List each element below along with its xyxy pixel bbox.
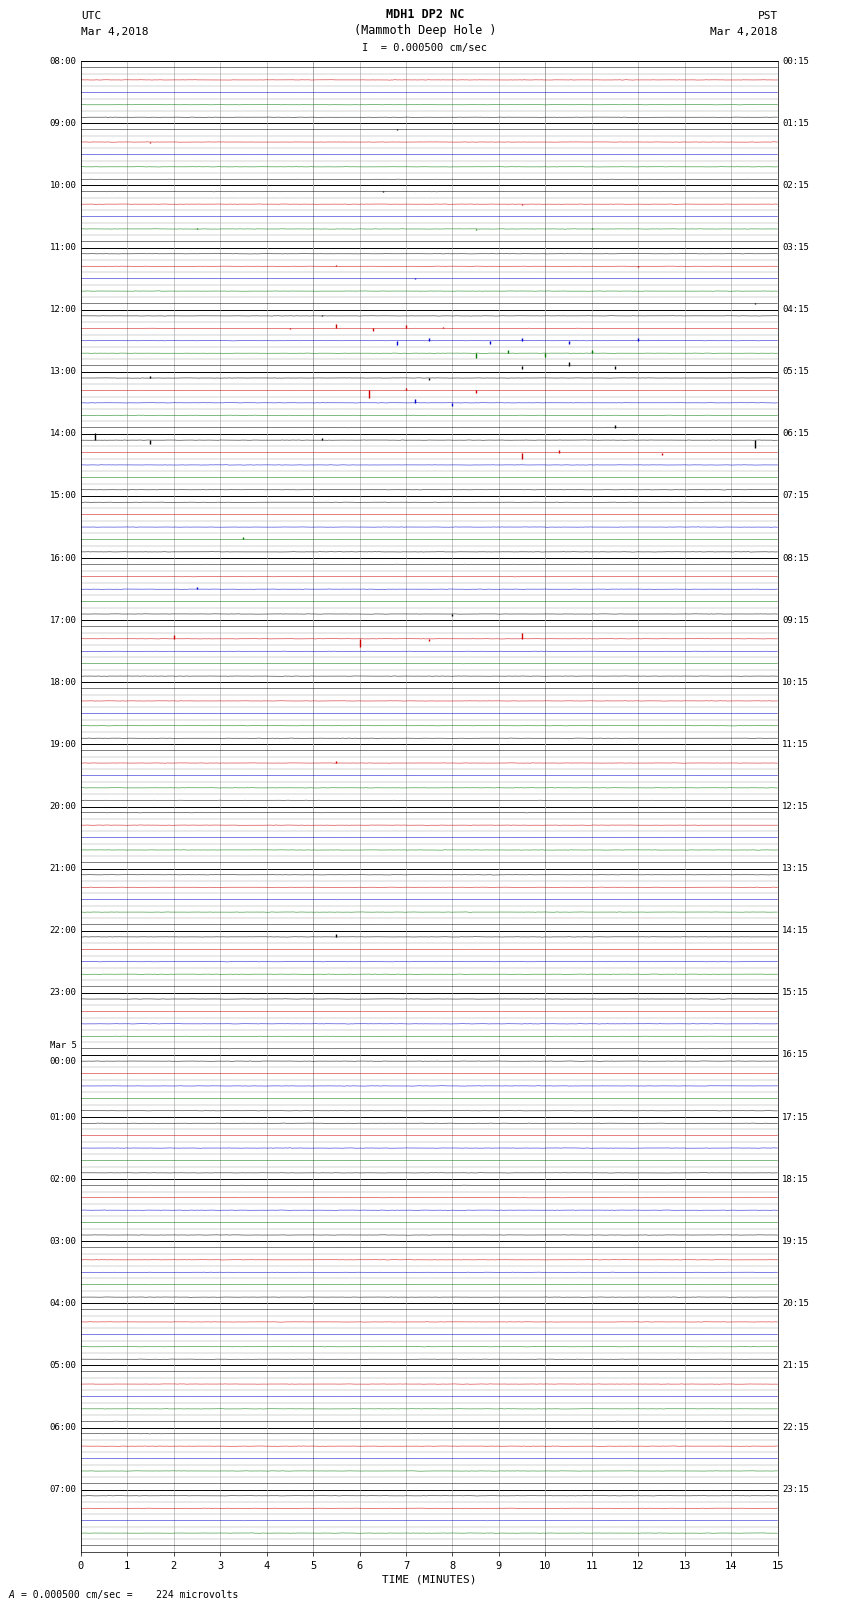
X-axis label: TIME (MINUTES): TIME (MINUTES) (382, 1574, 477, 1586)
Text: 22:00: 22:00 (49, 926, 76, 936)
Text: 04:00: 04:00 (49, 1298, 76, 1308)
Text: 12:00: 12:00 (49, 305, 76, 315)
Text: I  = 0.000500 cm/sec: I = 0.000500 cm/sec (362, 44, 488, 53)
Text: 23:15: 23:15 (782, 1486, 809, 1494)
Text: 19:15: 19:15 (782, 1237, 809, 1245)
Text: 06:00: 06:00 (49, 1423, 76, 1432)
Text: 01:00: 01:00 (49, 1113, 76, 1121)
Text: 15:00: 15:00 (49, 492, 76, 500)
Text: 15:15: 15:15 (782, 989, 809, 997)
Text: 20:15: 20:15 (782, 1298, 809, 1308)
Text: 09:15: 09:15 (782, 616, 809, 624)
Text: 09:00: 09:00 (49, 119, 76, 127)
Text: Mar 5: Mar 5 (49, 1040, 76, 1050)
Text: 19:00: 19:00 (49, 740, 76, 748)
Text: Mar 4,2018: Mar 4,2018 (81, 27, 148, 37)
Text: Mar 4,2018: Mar 4,2018 (711, 27, 778, 37)
Text: 03:15: 03:15 (782, 244, 809, 252)
Text: 00:15: 00:15 (782, 56, 809, 66)
Text: 16:00: 16:00 (49, 553, 76, 563)
Text: 05:00: 05:00 (49, 1361, 76, 1369)
Text: 10:15: 10:15 (782, 677, 809, 687)
Text: 18:00: 18:00 (49, 677, 76, 687)
Text: 17:15: 17:15 (782, 1113, 809, 1121)
Text: 13:15: 13:15 (782, 865, 809, 873)
Text: 14:00: 14:00 (49, 429, 76, 439)
Text: 21:00: 21:00 (49, 865, 76, 873)
Text: 11:00: 11:00 (49, 244, 76, 252)
Text: 01:15: 01:15 (782, 119, 809, 127)
Text: 02:00: 02:00 (49, 1174, 76, 1184)
Text: 08:00: 08:00 (49, 56, 76, 66)
Text: 12:15: 12:15 (782, 802, 809, 811)
Text: 04:15: 04:15 (782, 305, 809, 315)
Text: 13:00: 13:00 (49, 368, 76, 376)
Text: 20:00: 20:00 (49, 802, 76, 811)
Text: 10:00: 10:00 (49, 181, 76, 190)
Text: 07:00: 07:00 (49, 1486, 76, 1494)
Text: 18:15: 18:15 (782, 1174, 809, 1184)
Text: = 0.000500 cm/sec =    224 microvolts: = 0.000500 cm/sec = 224 microvolts (21, 1590, 239, 1600)
Text: A: A (8, 1590, 14, 1600)
Text: UTC: UTC (81, 11, 101, 21)
Text: 23:00: 23:00 (49, 989, 76, 997)
Text: 14:15: 14:15 (782, 926, 809, 936)
Text: 06:15: 06:15 (782, 429, 809, 439)
Text: 03:00: 03:00 (49, 1237, 76, 1245)
Text: 07:15: 07:15 (782, 492, 809, 500)
Text: 22:15: 22:15 (782, 1423, 809, 1432)
Text: 17:00: 17:00 (49, 616, 76, 624)
Text: 05:15: 05:15 (782, 368, 809, 376)
Text: 02:15: 02:15 (782, 181, 809, 190)
Text: 00:00: 00:00 (49, 1057, 76, 1066)
Text: 21:15: 21:15 (782, 1361, 809, 1369)
Text: MDH1 DP2 NC: MDH1 DP2 NC (386, 8, 464, 21)
Text: (Mammoth Deep Hole ): (Mammoth Deep Hole ) (354, 24, 496, 37)
Text: 16:15: 16:15 (782, 1050, 809, 1060)
Text: PST: PST (757, 11, 778, 21)
Text: 11:15: 11:15 (782, 740, 809, 748)
Text: 08:15: 08:15 (782, 553, 809, 563)
